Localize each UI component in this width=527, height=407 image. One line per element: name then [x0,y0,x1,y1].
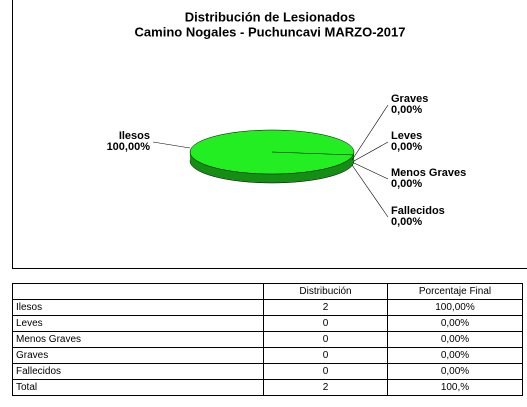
leader-line [351,104,389,161]
table-cell: 2 [263,299,388,316]
data-table: Distribución Porcentaje Final Ilesos 2 100,0… [12,283,523,396]
pie-radius [271,151,355,156]
header-cell: Distribución [263,283,388,300]
slice-label: Ilesos [119,130,150,142]
leader-line [353,141,389,162]
table-cell: Ilesos [12,299,264,316]
slice-value-label: 0,00% [391,178,422,190]
table-cell: 100,% [387,379,523,396]
header-cell [12,283,264,300]
table-row: Fallecidos 0 0,00% [12,363,523,380]
leader-line [351,164,389,218]
table-cell: 100,00% [387,299,523,316]
slice-label: Fallecidos [391,205,445,217]
table-cell: 0 [263,315,388,332]
table-cell: Fallecidos [12,363,264,380]
leader-line [353,162,389,180]
table-cell: 0,00% [387,363,523,380]
slice-label: Graves [391,93,428,105]
table-cell: 2 [263,379,388,396]
leader-line [152,141,191,149]
table-cell: 0 [263,347,388,364]
table-row: Menos Graves 0 0,00% [12,331,523,348]
slice-value-label: 100,00% [107,141,151,153]
slice-value-label: 0,00% [391,104,422,116]
table-row: Leves 0 0,00% [12,315,523,332]
chart-title: Distribución de Lesionados [185,9,355,24]
chart-title: Camino Nogales - Puchuncavi MARZO-2017 [135,24,406,39]
table-row: Graves 0 0,00% [12,347,523,364]
table-cell: 0 [263,363,388,380]
slice-label: Leves [391,130,422,142]
slice-label: Menos Graves [391,167,466,179]
table-cell: 0,00% [387,331,523,348]
table-cell: Menos Graves [12,331,264,348]
header-row: Distribución Porcentaje Final [12,283,523,300]
slice-value-label: 0,00% [391,216,422,228]
table-row: Ilesos 2 100,00% [12,299,523,316]
table-row: Total 2 100,% [12,379,523,396]
table-cell: Leves [12,315,264,332]
slice-value-label: 0,00% [391,141,422,153]
table-cell: Graves [12,347,264,364]
table-cell: 0,00% [387,315,523,332]
table-cell: Total [12,379,264,396]
header-cell: Porcentaje Final [387,283,523,300]
table-cell: 0,00% [387,347,523,364]
chart: Distribución de Lesionados Camino Nogale… [12,0,527,269]
table-cell: 0 [263,331,388,348]
